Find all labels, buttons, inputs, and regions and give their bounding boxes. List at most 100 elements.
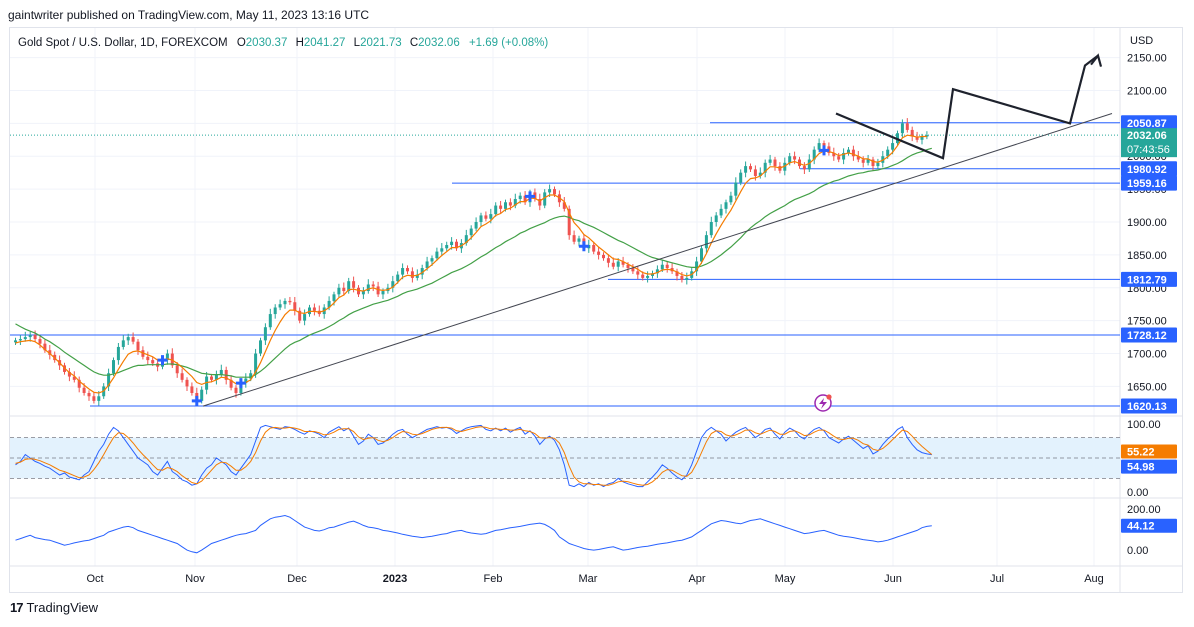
candle-body	[724, 202, 728, 209]
candle-body	[391, 281, 395, 288]
candle-body	[214, 374, 218, 380]
candle-body	[234, 387, 238, 393]
candle-body	[371, 284, 375, 287]
candle-body	[347, 281, 351, 292]
candle-body	[415, 274, 419, 278]
candle-body	[357, 287, 360, 295]
sell-marker-icon	[578, 241, 589, 252]
candle-body	[77, 379, 81, 388]
candle-body	[842, 152, 846, 160]
candle-body	[146, 356, 150, 361]
time-tick-label: Dec	[287, 573, 307, 585]
candle-body	[866, 159, 870, 163]
time-axis[interactable]: Oct Nov Dec 2023 Feb Mar Apr May Jun Jul Aug	[86, 573, 1103, 585]
candle-body	[298, 310, 302, 321]
earnings-event-icon[interactable]	[814, 394, 832, 412]
time-tick-label: 2023	[383, 573, 407, 585]
candle-body	[523, 195, 527, 203]
candle-body	[851, 149, 855, 157]
candle-body	[366, 284, 370, 292]
ema-slow-line	[15, 147, 932, 378]
candle-body	[33, 335, 37, 340]
price-tick-label: 2100.00	[1127, 85, 1167, 97]
candle-body	[440, 248, 444, 252]
drawings-layer[interactable]	[202, 53, 1113, 407]
price-tick-label: 1850.00	[1127, 250, 1167, 262]
candle-body	[592, 245, 596, 252]
candle-body	[543, 192, 547, 206]
candle-body	[626, 264, 630, 269]
candle-body	[376, 286, 380, 295]
candle-body	[538, 198, 542, 206]
candle-body	[572, 235, 576, 242]
price-tick-label: 1900.00	[1127, 217, 1167, 229]
candle-body	[606, 258, 610, 263]
candle-body	[107, 373, 111, 387]
candle-body	[891, 143, 895, 150]
candle-body	[420, 268, 424, 275]
rsi-panel[interactable]	[10, 424, 1120, 488]
candle-body	[798, 159, 801, 167]
candle-body	[67, 371, 71, 377]
level-tag-box	[1121, 327, 1177, 343]
candle-body	[494, 205, 498, 215]
candle-body	[293, 302, 297, 311]
candle-body	[744, 166, 748, 173]
candle-body	[499, 205, 503, 209]
candle-body	[660, 264, 664, 270]
signal-markers-layer	[158, 145, 829, 406]
price-axis[interactable]: 2150.002100.002050.002000.001950.001900.…	[1121, 53, 1177, 558]
rsi-main-tag-box	[1121, 459, 1177, 474]
candle-body	[464, 235, 468, 244]
time-tick-label: Aug	[1084, 573, 1104, 585]
time-tick-label: Oct	[86, 573, 103, 585]
horizontal-levels-layer	[10, 122, 1120, 407]
rsi-tick-label: 0.00	[1127, 487, 1148, 499]
footer-brand-label: TradingView	[26, 600, 99, 615]
candle-body	[435, 251, 439, 259]
candle-body	[597, 251, 601, 255]
candle-body	[793, 156, 797, 160]
lower-indicator-panel[interactable]	[15, 514, 932, 554]
candle-body	[847, 149, 850, 153]
candle-body	[631, 268, 635, 272]
candle-body	[249, 373, 253, 379]
candle-body	[14, 340, 17, 343]
candle-body	[327, 300, 331, 308]
candle-body	[332, 294, 336, 301]
candle-body	[450, 241, 454, 246]
candle-body	[758, 172, 762, 176]
lower-value-tag-box	[1121, 518, 1177, 533]
candle-body	[616, 261, 620, 267]
candle-body	[763, 162, 767, 173]
candle-body	[151, 360, 155, 364]
footer-brand[interactable]: 17 TradingView	[10, 600, 98, 615]
candle-body	[121, 340, 125, 347]
countdown-tag: 07:43:56	[1127, 144, 1170, 156]
candle-body	[636, 271, 640, 275]
candle-body	[425, 261, 429, 269]
projection-arrow-head	[1090, 53, 1103, 67]
candle-body	[925, 135, 929, 137]
candle-body	[469, 228, 473, 236]
publisher-header: gaintwriter published on TradingView.com…	[8, 8, 370, 22]
candle-body	[871, 159, 875, 167]
candles-layer[interactable]	[14, 118, 929, 406]
candle-body	[773, 159, 777, 167]
candle-body	[680, 275, 684, 280]
candle-body	[709, 222, 713, 236]
candle-body	[38, 339, 42, 344]
candle-body	[837, 156, 841, 160]
legend-open-value: 2030.37	[246, 37, 288, 49]
candle-body	[910, 129, 914, 137]
candle-body	[886, 149, 890, 157]
level-tag-box	[1121, 115, 1177, 131]
candle-body	[611, 262, 615, 267]
time-tick-label: Mar	[579, 573, 598, 585]
last-price-tag: 2032.06	[1127, 130, 1167, 142]
candle-body	[876, 162, 880, 167]
candle-body	[700, 248, 703, 262]
level-tag-box	[1121, 271, 1177, 287]
chart-frame[interactable]	[9, 27, 1183, 593]
